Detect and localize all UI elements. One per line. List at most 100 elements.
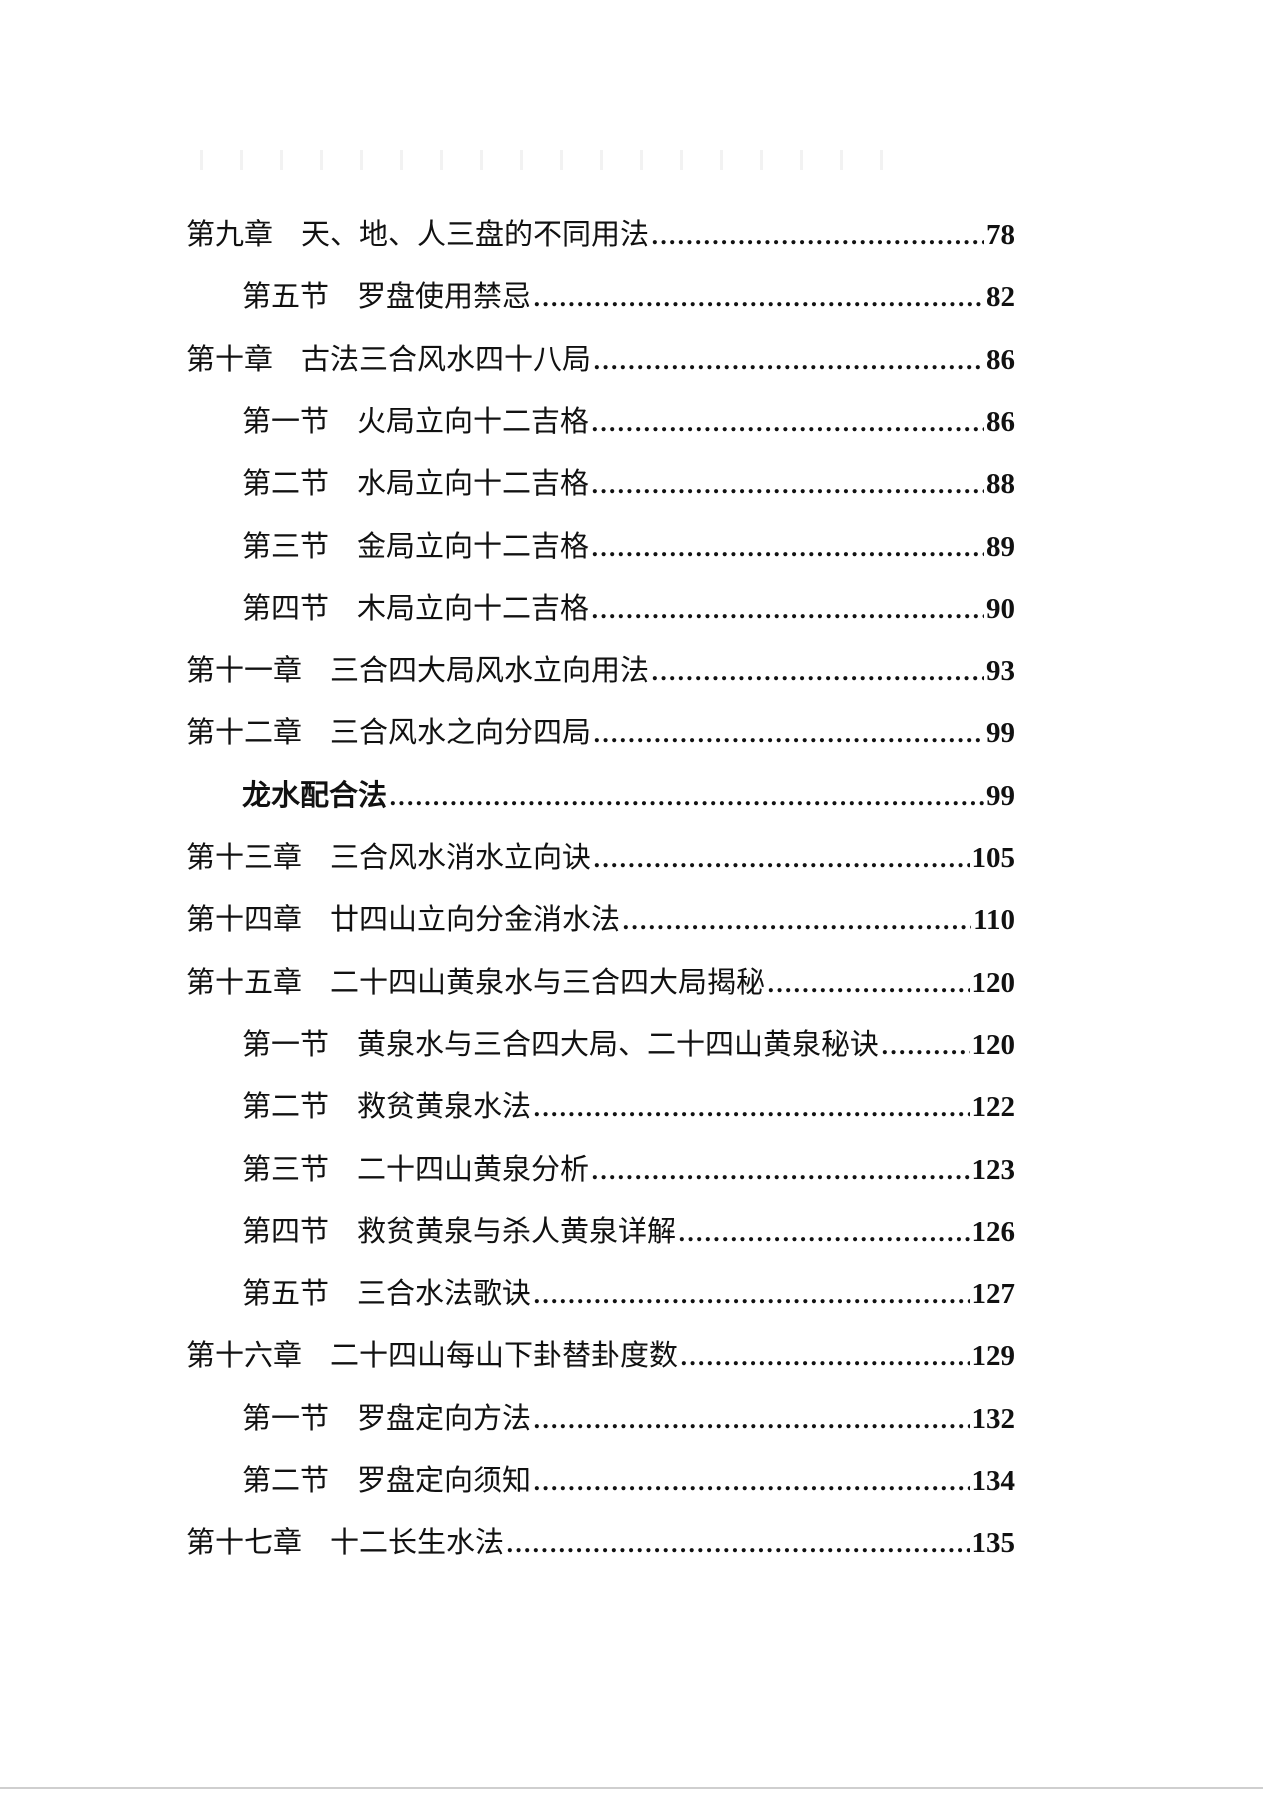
toc-entry-label: 第十五章 bbox=[186, 964, 303, 999]
toc-entry-label: 第十七章 bbox=[186, 1525, 303, 1560]
dot-leader bbox=[881, 1027, 969, 1067]
toc-entry-label: 第十四章 bbox=[186, 902, 303, 937]
dot-leader bbox=[678, 1214, 969, 1254]
toc-entry-title: 三合水法歌诀 bbox=[357, 1276, 532, 1311]
toc-entry-label: 第十章 bbox=[186, 341, 274, 376]
toc-entry-title: 十二长生水法 bbox=[330, 1525, 505, 1560]
dot-leader bbox=[591, 591, 984, 631]
page-edge-divider bbox=[0, 1787, 1263, 1789]
toc-entry-page: 78 bbox=[986, 219, 1015, 251]
toc-entry-label: 第一节 bbox=[242, 403, 330, 438]
toc-entry-page: 86 bbox=[986, 405, 1015, 438]
toc-entry-label: 第三节 bbox=[242, 528, 330, 563]
dot-leader bbox=[591, 1152, 969, 1192]
toc-entry-page: 134 bbox=[971, 1465, 1016, 1497]
toc-entry-page: 123 bbox=[971, 1153, 1016, 1186]
dot-leader bbox=[622, 902, 971, 942]
toc-entry-title: 金局立向十二吉格 bbox=[357, 528, 590, 563]
dot-leader bbox=[593, 840, 969, 880]
dot-leader bbox=[533, 1401, 969, 1441]
toc-entry-title: 古法三合风水四十八局 bbox=[301, 341, 592, 376]
toc-entry-label: 第九章 bbox=[186, 217, 274, 251]
toc-entry-title: 天、地、人三盘的不同用法 bbox=[301, 217, 650, 251]
toc-entry-label: 第一节 bbox=[242, 1400, 330, 1435]
toc-entry-page: 86 bbox=[986, 343, 1015, 376]
toc-entry-title: 木局立向十二吉格 bbox=[357, 590, 590, 625]
toc-entry-title: 三合风水消水立向诀 bbox=[330, 840, 592, 874]
toc-entry-page: 89 bbox=[986, 530, 1015, 563]
toc-entry-label: 第二节 bbox=[242, 1089, 330, 1124]
toc-entry-page: 132 bbox=[971, 1402, 1016, 1435]
toc-entry-page: 88 bbox=[986, 468, 1015, 501]
toc-entry-title: 救贫黄泉与杀人黄泉详解 bbox=[357, 1213, 677, 1248]
toc-entry-page: 135 bbox=[971, 1527, 1016, 1560]
dot-leader bbox=[533, 1089, 969, 1129]
toc-entry-page: 126 bbox=[971, 1215, 1016, 1248]
toc-entry[interactable]: 龙水配合法 99 bbox=[242, 775, 1015, 815]
toc-entry-page: 90 bbox=[986, 592, 1015, 625]
toc-entry-page: 122 bbox=[971, 1091, 1016, 1124]
toc-entry-page: 129 bbox=[971, 1340, 1016, 1373]
dot-leader bbox=[767, 965, 969, 1005]
dot-leader bbox=[533, 279, 984, 319]
dot-leader bbox=[506, 1525, 969, 1565]
toc-entry-page: 120 bbox=[971, 966, 1016, 999]
toc-entry-page: 82 bbox=[986, 281, 1015, 314]
toc-entry-title: 二十四山黄泉分析 bbox=[357, 1151, 590, 1186]
toc-entry-page: 127 bbox=[971, 1278, 1016, 1311]
toc-entry-title: 二十四山黄泉水与三合四大局揭秘 bbox=[330, 964, 766, 999]
toc-entry-title: 龙水配合法 bbox=[242, 777, 388, 812]
toc-entry-title: 救贫黄泉水法 bbox=[357, 1089, 532, 1124]
toc-entry-page: 93 bbox=[986, 655, 1015, 688]
toc-entry-label: 第十三章 bbox=[186, 840, 303, 874]
dot-leader bbox=[533, 1276, 969, 1316]
toc-entry-title: 罗盘定向方法 bbox=[357, 1400, 532, 1435]
toc-entry-title: 火局立向十二吉格 bbox=[357, 403, 590, 438]
toc-entry-title: 二十四山每山下卦替卦度数 bbox=[330, 1338, 679, 1373]
dot-leader bbox=[593, 715, 984, 755]
toc-entry-label: 第五节 bbox=[242, 279, 330, 314]
dot-leader bbox=[680, 1338, 969, 1378]
toc-entry-title: 罗盘使用禁忌 bbox=[357, 279, 532, 314]
toc-entry-label: 第十一章 bbox=[186, 653, 303, 688]
toc-entry-label: 第三节 bbox=[242, 1151, 330, 1186]
toc-entry-label: 第二节 bbox=[242, 1463, 330, 1497]
dot-leader bbox=[593, 342, 984, 382]
toc-entry-label: 第二节 bbox=[242, 466, 330, 501]
dot-leader bbox=[389, 778, 984, 818]
toc-entry-label: 第十六章 bbox=[186, 1338, 303, 1373]
toc-entry-title: 三合四大局风水立向用法 bbox=[330, 653, 650, 688]
toc-entry-title: 罗盘定向须知 bbox=[357, 1463, 532, 1497]
faint-header-marks bbox=[200, 150, 900, 170]
dot-leader bbox=[591, 466, 984, 506]
toc-entry-page: 105 bbox=[971, 842, 1016, 874]
toc-entry-label: 第四节 bbox=[242, 1213, 330, 1248]
dot-leader bbox=[591, 404, 984, 444]
toc-entry-page: 110 bbox=[973, 904, 1015, 937]
toc-entry-page: 99 bbox=[986, 717, 1015, 750]
toc-entry-label: 第十二章 bbox=[186, 715, 303, 750]
toc-entry-title: 廿四山立向分金消水法 bbox=[330, 902, 621, 937]
toc-entry-page: 120 bbox=[971, 1028, 1016, 1061]
